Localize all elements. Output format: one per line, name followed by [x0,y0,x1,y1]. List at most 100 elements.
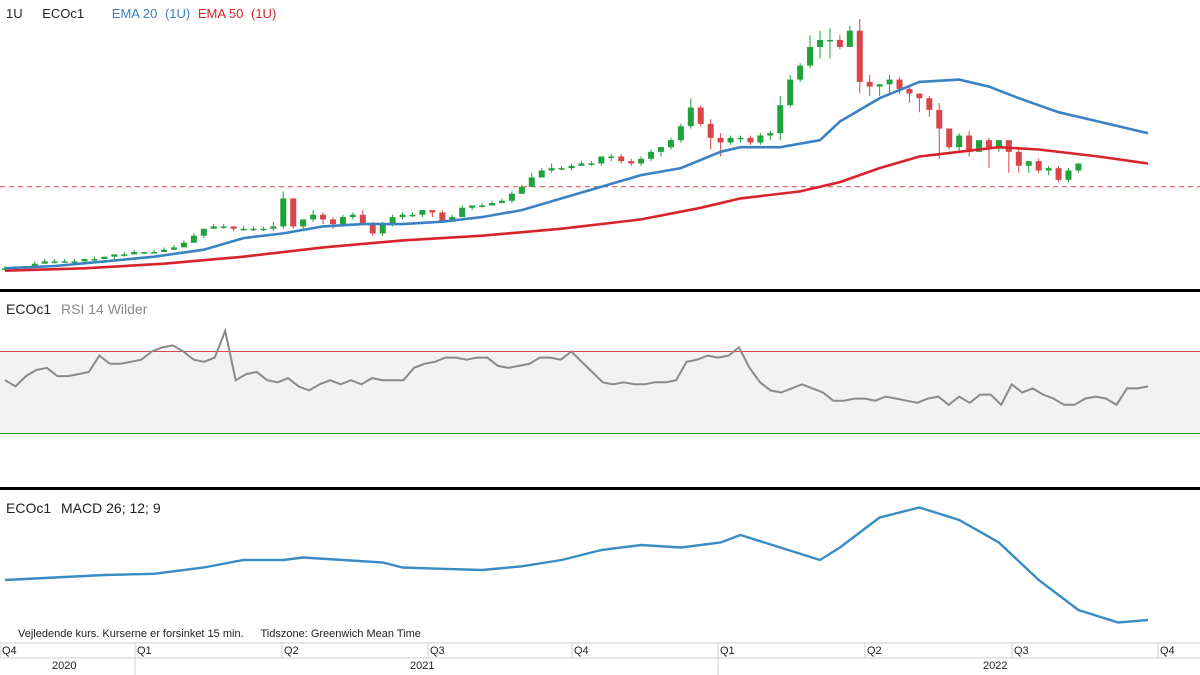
candle-body [588,163,595,165]
candle-body [817,39,824,47]
candle-body [210,226,217,229]
quarter-tick-label: Q4 [1160,645,1175,657]
disclaimer-text: Vejledende kurs. Kurserne er forsinket 1… [18,628,244,640]
candle-body [916,93,923,99]
candle-body [657,147,664,152]
candle-body [985,140,992,148]
candle-body [170,247,177,250]
ema50-label[interactable]: EMA 50 [197,6,244,21]
candle-body [648,151,655,159]
candle-body [2,268,8,270]
candle-body [936,109,943,129]
ema20-interval: (1U) [164,6,191,21]
candle-body [608,156,615,158]
candle-body [787,79,794,106]
candle-body [846,30,853,47]
candle-body [300,219,307,227]
candle-body [995,140,1002,148]
candle-body [906,88,913,94]
quarter-tick-label: Q3 [430,645,445,657]
quarter-tick-label: Q4 [574,645,589,657]
candle-body [71,261,78,263]
year-label: 2021 [410,660,435,672]
year-label: 2022 [983,660,1008,672]
panel-divider[interactable] [0,289,1200,292]
candle-body [41,261,48,264]
candle-body [1065,170,1072,180]
candle-body [339,217,346,225]
candle-body [866,81,873,87]
candle-body [369,224,376,234]
candle-body [876,84,883,87]
candle-body [777,105,784,134]
symbol-label[interactable]: ECOc1 [42,6,85,21]
candle-body [1075,163,1082,171]
candle-body [687,107,694,127]
candle-body [757,135,764,143]
candle-body [91,259,98,261]
candle-body [1015,151,1022,166]
panel-divider[interactable] [0,487,1200,490]
candle-body [280,198,287,227]
candle-body [190,235,197,243]
candle-body [439,212,446,222]
candle-body [826,39,833,42]
ema20-label[interactable]: EMA 20 [111,6,158,21]
candle-body [489,203,496,206]
candle-body [101,256,108,260]
quarter-tick-label: Q3 [1014,645,1029,657]
candle-body [260,228,267,231]
candle-body [697,107,704,124]
candle-body [200,228,207,236]
candle-body [498,200,505,204]
candle-body [886,79,893,85]
candle-body [121,254,128,256]
candle-body [419,210,426,215]
time-axis [0,642,1200,675]
candle-body [836,39,843,47]
candle-body [81,259,88,262]
candle-body [856,30,863,82]
year-label: 2020 [52,660,77,672]
candle-body [320,214,327,220]
candle-body [727,137,734,143]
macd-label[interactable]: MACD 26; 12; 9 [61,500,161,516]
candle-body [946,128,953,148]
candle-body [399,214,406,218]
candle-body [250,228,257,231]
candle-body [389,217,396,225]
candle-body [677,126,684,141]
candle-body [180,242,187,248]
candle-body [767,133,774,136]
rsi-line [4,327,1149,407]
candle-body [896,79,903,89]
ema50-interval: (1U) [251,6,277,21]
candle-body [359,214,366,225]
rsi-legend: ECOc1 RSI 14 Wilder [6,301,153,317]
macd-symbol[interactable]: ECOc1 [6,500,52,516]
ema20-line [4,78,1149,270]
interval-label[interactable]: 1U [6,6,23,21]
candle-body [479,205,486,207]
candle-body [976,140,983,152]
candle-body [230,226,237,229]
candle-body [1025,161,1032,166]
candle-body [329,219,336,225]
candle-body [141,252,148,254]
candle-body [548,168,555,171]
candle-body [797,65,804,80]
candle-body [558,168,565,170]
candle-body [598,156,605,164]
candle-body [926,98,933,110]
candle-body [51,261,58,263]
price-panel [0,18,1200,272]
rsi-band [0,351,1200,434]
candle-body [518,186,525,194]
rsi-symbol[interactable]: ECOc1 [6,301,52,317]
candle-body [568,165,575,169]
quarter-tick-label: Q2 [867,645,882,657]
rsi-label[interactable]: RSI 14 Wilder [61,301,148,317]
candle-body [508,193,515,201]
candle-body [220,226,227,228]
